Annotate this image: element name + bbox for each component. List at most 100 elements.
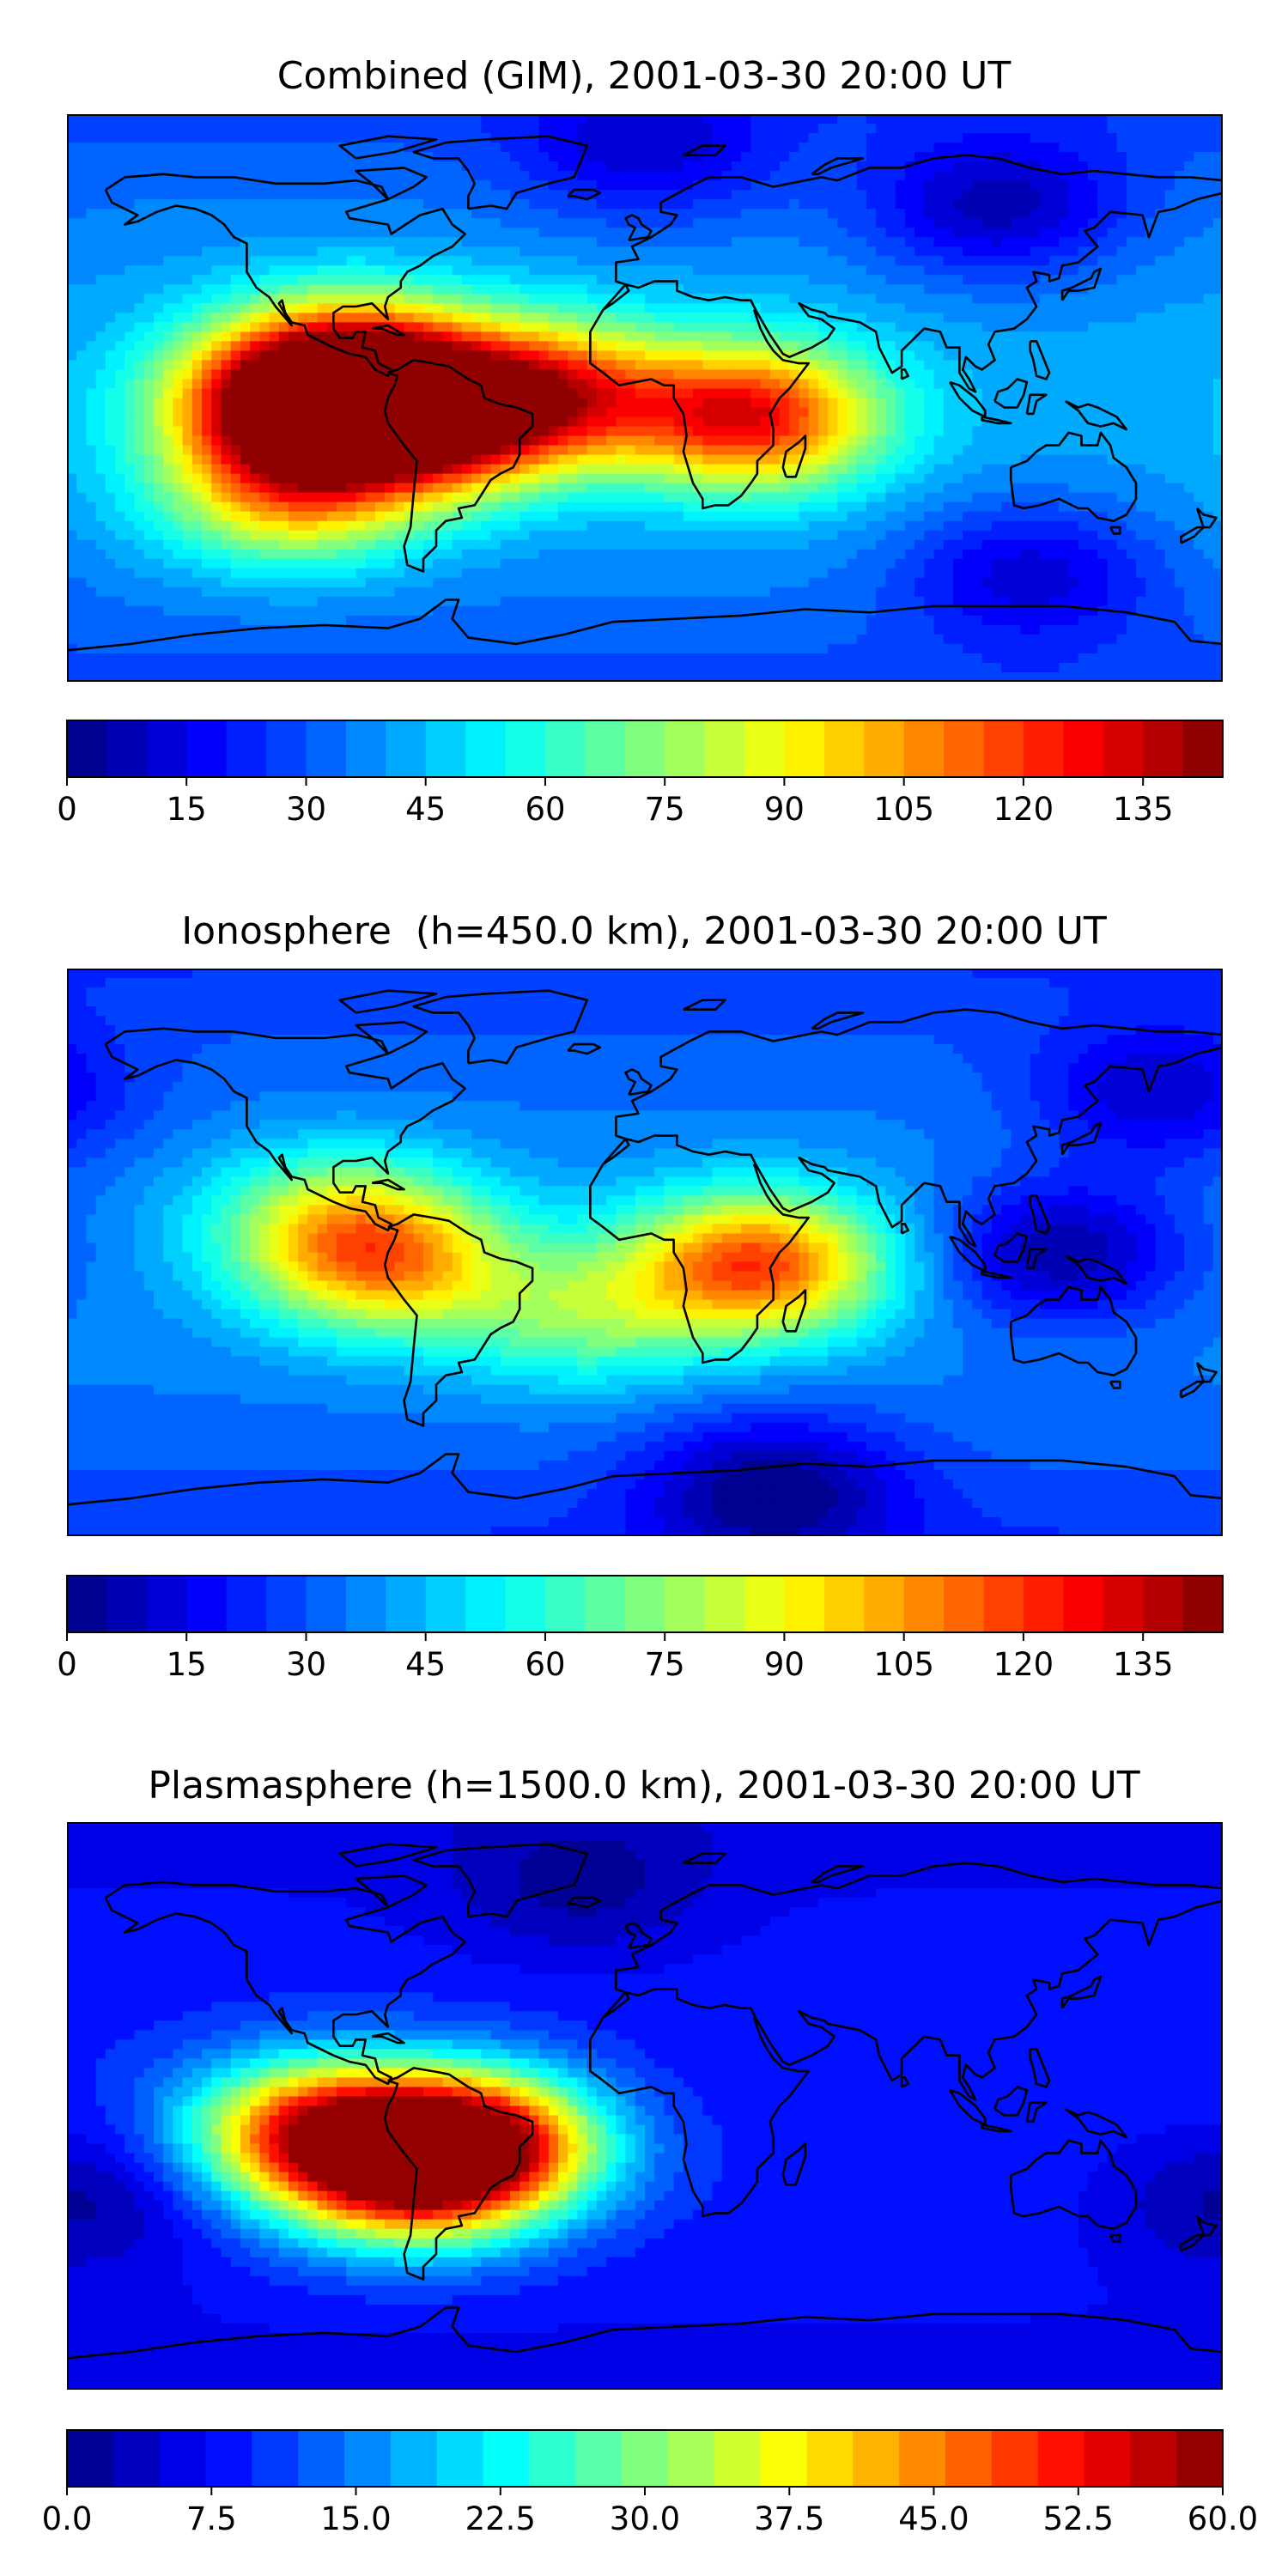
heatmap-cell <box>86 294 97 304</box>
heatmap-cell <box>1203 294 1214 304</box>
heatmap-cell <box>924 180 935 191</box>
heatmap-cell <box>394 331 405 342</box>
heatmap-cell <box>1203 152 1214 162</box>
heatmap-cell <box>847 313 858 323</box>
heatmap-cell <box>645 190 655 200</box>
heatmap-cell <box>1203 209 1214 219</box>
heatmap-cell <box>182 379 193 390</box>
heatmap-cell <box>828 143 838 153</box>
heatmap-cell <box>683 426 694 437</box>
heatmap-cell <box>808 388 819 399</box>
heatmap-cell <box>471 398 482 409</box>
heatmap-cell <box>298 237 309 247</box>
heatmap-cell <box>240 501 251 513</box>
heatmap-cell <box>673 435 684 447</box>
heatmap-cell <box>558 331 568 342</box>
heatmap-cell <box>86 171 97 181</box>
heatmap-cell <box>1126 398 1137 409</box>
heatmap-cell <box>337 237 347 247</box>
heatmap-cell <box>673 492 684 503</box>
heatmap-cell <box>760 199 771 210</box>
heatmap-cell <box>1097 275 1108 285</box>
heatmap-cell <box>789 454 800 465</box>
heatmap-cell <box>673 218 684 228</box>
heatmap-cell <box>230 114 241 125</box>
heatmap-cell <box>337 473 347 484</box>
heatmap-cell <box>625 275 636 285</box>
heatmap-cell <box>250 313 260 323</box>
heatmap-cell <box>1087 161 1098 172</box>
heatmap-cell <box>355 360 367 371</box>
heatmap-cell <box>606 218 617 228</box>
heatmap-cell <box>509 369 520 380</box>
heatmap-cell <box>673 369 684 380</box>
heatmap-cell <box>365 331 376 342</box>
heatmap-cell <box>1194 171 1205 181</box>
heatmap-cell <box>712 171 723 181</box>
heatmap-cell <box>1212 341 1223 352</box>
heatmap-cell <box>1116 218 1127 228</box>
heatmap-cell <box>645 416 655 428</box>
heatmap-cell <box>808 464 819 475</box>
heatmap-cell <box>1136 445 1146 456</box>
heatmap-cell <box>153 454 164 465</box>
heatmap-cell <box>952 350 963 361</box>
heatmap-cell <box>683 152 694 162</box>
heatmap-cell <box>760 190 771 200</box>
heatmap-cell <box>471 246 482 257</box>
heatmap-cell <box>1020 228 1031 238</box>
heatmap-cell <box>568 369 579 380</box>
heatmap-cell <box>374 407 386 418</box>
heatmap-cell <box>471 275 482 285</box>
heatmap-cell <box>452 360 463 371</box>
heatmap-cell <box>404 492 415 503</box>
heatmap-cell <box>259 265 270 276</box>
heatmap-cell <box>625 180 636 191</box>
heatmap-cell <box>115 265 125 276</box>
heatmap-cell <box>153 256 164 266</box>
heatmap-cell <box>95 464 106 475</box>
heatmap-cell <box>568 483 579 494</box>
heatmap-cell <box>182 124 193 134</box>
heatmap-cell <box>1097 199 1108 210</box>
heatmap-cell <box>1164 407 1176 418</box>
heatmap-cell <box>509 313 520 323</box>
heatmap-cell <box>645 322 655 332</box>
heatmap-cell <box>269 190 280 200</box>
heatmap-cell <box>895 445 906 456</box>
heatmap-cell <box>1174 445 1185 456</box>
heatmap-cell <box>240 398 251 409</box>
heatmap-cell <box>191 190 203 200</box>
heatmap-cell <box>721 445 732 456</box>
heatmap-cell <box>1145 275 1157 285</box>
heatmap-cell <box>143 133 155 143</box>
heatmap-cell <box>307 416 319 428</box>
heatmap-cell <box>519 322 530 332</box>
heatmap-cell <box>972 303 983 313</box>
heatmap-cell <box>529 303 540 313</box>
heatmap-cell <box>693 398 703 409</box>
heatmap-cell <box>885 284 896 295</box>
heatmap-cell <box>876 275 887 285</box>
heatmap-cell <box>490 284 501 295</box>
heatmap-cell <box>153 190 164 200</box>
heatmap-cell <box>202 303 212 313</box>
heatmap-cell <box>943 407 954 418</box>
heatmap-cell <box>105 331 116 342</box>
heatmap-cell <box>548 199 559 210</box>
heatmap-cell <box>202 313 212 323</box>
heatmap-cell <box>693 322 703 332</box>
heatmap-cell <box>616 218 627 228</box>
heatmap-cell <box>577 246 588 257</box>
heatmap-cell <box>904 124 915 134</box>
heatmap-cell <box>673 171 684 181</box>
heatmap-cell <box>780 445 790 456</box>
heatmap-cell <box>568 426 579 437</box>
heatmap-cell <box>1068 246 1079 257</box>
heatmap-cell <box>1011 218 1022 228</box>
heatmap-cell <box>202 407 212 418</box>
heatmap-cell <box>645 426 655 437</box>
heatmap-cell <box>702 369 714 380</box>
heatmap-cell <box>173 483 184 494</box>
heatmap-cell <box>461 171 472 181</box>
